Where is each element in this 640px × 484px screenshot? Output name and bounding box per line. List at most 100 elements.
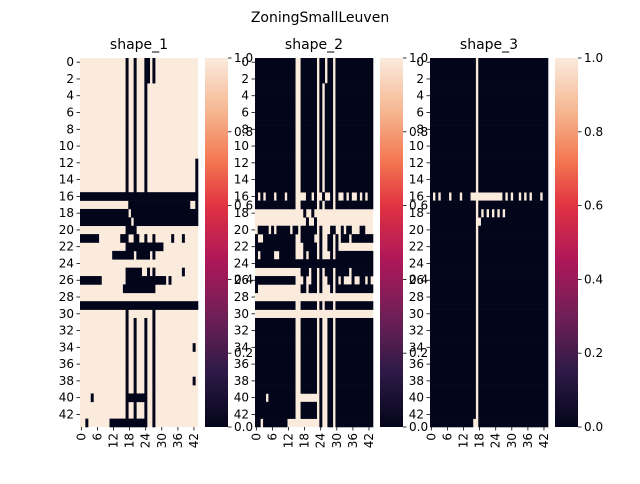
heatmap-cell-run — [152, 309, 156, 319]
colorbar-tick-label: 0.2 — [584, 346, 603, 360]
heatmap-cell-run — [152, 267, 156, 277]
y-tick-label: 30 — [409, 307, 424, 321]
heatmap-cell-run — [125, 99, 129, 109]
heatmap-cell-run — [430, 267, 476, 277]
heatmap-cell-run — [335, 91, 374, 101]
heatmap-cell-run — [125, 183, 129, 193]
y-tick-label: 18 — [234, 206, 249, 220]
y-tick-label: 12 — [59, 156, 74, 170]
heatmap-cell-run — [144, 108, 148, 118]
heatmap-cell-run — [263, 234, 296, 243]
heatmap-cell-run — [255, 284, 258, 294]
heatmap-cell-run — [502, 192, 506, 201]
heatmap-cell-run — [478, 83, 549, 92]
heatmap-cells — [80, 58, 199, 428]
heatmap-cell-run — [430, 141, 476, 151]
heatmap-cell-run — [133, 74, 137, 84]
heatmap-cell-run — [152, 368, 156, 377]
heatmap-cell-run — [125, 410, 129, 419]
heatmap-cell-run — [265, 192, 275, 201]
heatmap-cell-run — [430, 167, 476, 176]
heatmap-cell-run — [319, 141, 323, 151]
heatmap-cell-run — [335, 66, 374, 76]
x-tick-label: 42 — [187, 433, 201, 448]
heatmap-cell-run — [125, 401, 129, 411]
x-tick-label: 18 — [123, 433, 137, 448]
heatmap-panel-1: shape_1024681012141618202224262830323436… — [59, 37, 253, 448]
heatmap-cell-run — [478, 208, 482, 218]
heatmap-cell-run — [152, 317, 156, 327]
x-tick-label: 36 — [171, 433, 185, 448]
heatmap-cell-run — [300, 91, 317, 101]
heatmap-cell-run — [478, 259, 549, 268]
heatmap-cell-run — [335, 368, 374, 377]
heatmap-cell-run — [255, 133, 296, 143]
heatmap-cell-run — [300, 351, 317, 361]
heatmap-cell-run — [327, 66, 334, 76]
heatmap-cell-run — [319, 284, 323, 294]
heatmap-cell-run — [125, 225, 137, 235]
heatmap-cell-run — [255, 410, 296, 419]
x-tick-label: 18 — [298, 433, 312, 448]
y-tick-label: 2 — [241, 72, 249, 86]
heatmap-cell-run — [430, 91, 476, 101]
heatmap-cell-run — [319, 58, 326, 67]
heatmap-cell-run — [144, 368, 148, 377]
heatmap-cell-run — [324, 141, 334, 151]
y-tick-label: 16 — [59, 189, 74, 203]
heatmap-cell-run — [343, 192, 347, 201]
heatmap-cell-run — [319, 83, 323, 92]
heatmap-cell-run — [430, 74, 476, 84]
heatmap-cell-run — [478, 133, 549, 143]
heatmap-cell-run — [255, 74, 296, 84]
y-tick-label: 14 — [234, 173, 249, 187]
heatmap-cell-run — [335, 359, 374, 369]
heatmap-cell-run — [478, 200, 549, 210]
heatmap-cell-run — [125, 58, 129, 67]
heatmap-cell-run — [300, 376, 317, 386]
heatmap-cell-run — [478, 74, 549, 84]
heatmap-cell-run — [133, 234, 140, 243]
heatmap-cell-run — [300, 66, 317, 76]
heatmap-cell-run — [346, 225, 352, 235]
heatmap-cell-run — [133, 317, 137, 327]
heatmap-cell-run — [125, 242, 164, 252]
heatmap-cell-run — [125, 393, 148, 403]
heatmap-cell-run — [335, 343, 374, 352]
colorbar-tick-label: 0.2 — [234, 346, 253, 360]
heatmap-cell-run — [478, 385, 549, 394]
y-tick-label: 4 — [66, 89, 74, 103]
figure-suptitle: ZoningSmallLeuven — [251, 10, 389, 26]
heatmap-cell-run — [430, 183, 476, 193]
heatmap-cell-run — [327, 393, 334, 403]
heatmap-cell-run — [195, 158, 199, 168]
heatmap-cell-run — [125, 83, 129, 92]
heatmap-cell-run — [152, 418, 156, 428]
colorbar-tick-label: 0.0 — [409, 420, 428, 434]
x-tick-label: 6 — [440, 433, 454, 441]
heatmap-cell-run — [125, 334, 129, 344]
heatmap-cell-run — [144, 317, 148, 327]
heatmap-title: shape_3 — [460, 37, 518, 53]
heatmap-cell-run — [324, 116, 334, 126]
heatmap-cell-run — [303, 208, 307, 218]
x-tick-label: 24 — [314, 433, 328, 448]
y-tick-label: 36 — [234, 357, 249, 371]
heatmap-cell-run — [311, 267, 317, 277]
heatmap-cell-run — [125, 343, 129, 352]
y-tick-label: 40 — [59, 391, 74, 405]
y-tick-label: 24 — [409, 256, 424, 270]
heatmap-cell-run — [335, 284, 374, 294]
y-tick-label: 16 — [234, 189, 249, 203]
heatmap-cell-run — [133, 175, 137, 185]
heatmap-cell-run — [430, 376, 476, 386]
heatmap-cell-run — [359, 225, 366, 235]
heatmap-title: shape_2 — [285, 37, 343, 53]
heatmap-cell-run — [125, 108, 129, 118]
heatmap-cell-run — [255, 192, 258, 201]
y-tick-label: 34 — [409, 340, 424, 354]
heatmap-cell-run — [133, 401, 137, 411]
heatmap-cell-run — [478, 225, 549, 235]
heatmap-cell-run — [335, 58, 374, 67]
heatmap-cell-run — [319, 225, 323, 235]
